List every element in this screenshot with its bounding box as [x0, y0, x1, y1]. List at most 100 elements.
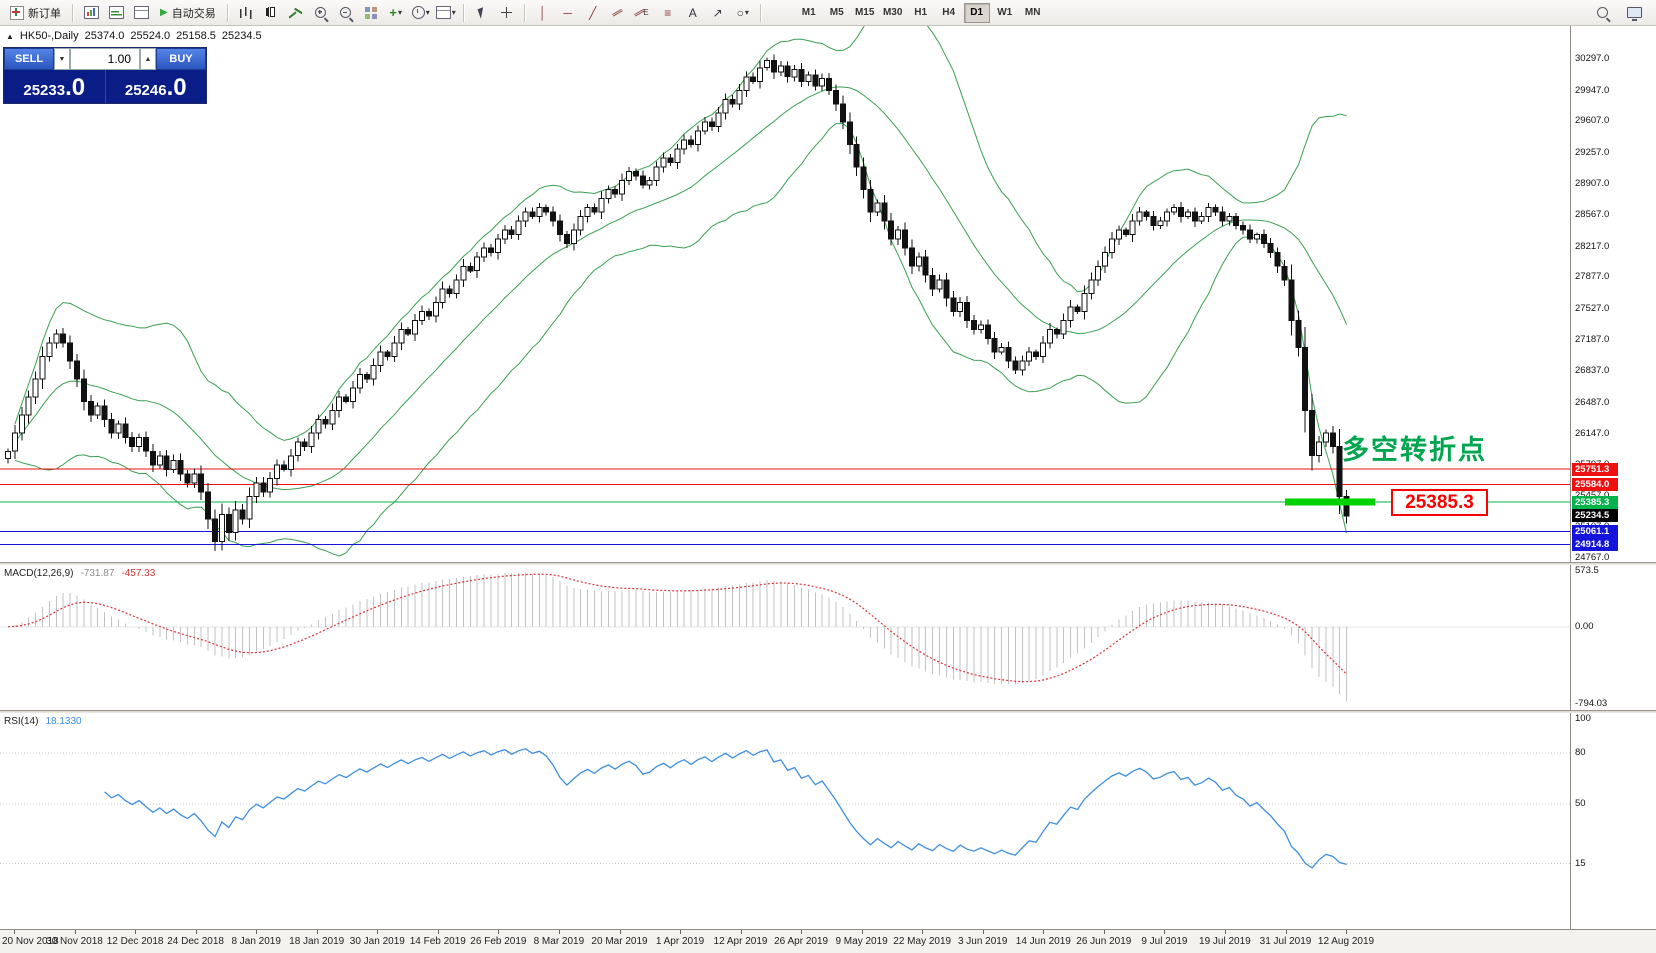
crosshair-button[interactable] — [495, 2, 519, 24]
autotrading-label: 自动交易 — [171, 7, 216, 20]
search-icon — [1596, 7, 1608, 18]
level-callout-label[interactable]: 25385.3 — [1391, 489, 1488, 516]
time-axis-tick — [1043, 930, 1045, 934]
time-axis-label: 26 Feb 2019 — [470, 936, 527, 947]
rsi-axis-label: 15 — [1575, 857, 1586, 869]
cursor-icon — [477, 6, 487, 19]
line-chart-button[interactable] — [284, 2, 308, 24]
tile-windows-button[interactable] — [359, 2, 383, 24]
rsi-canvas[interactable] — [0, 713, 1570, 929]
autotrading-button[interactable]: ▶ 自动交易 — [154, 2, 222, 24]
time-axis-label: 3 Jun 2019 — [957, 936, 1008, 947]
time-axis-label: 31 Jul 2019 — [1259, 936, 1312, 947]
toolbar-separator — [462, 3, 465, 22]
crosshair-icon — [501, 7, 513, 18]
volume-input[interactable]: 1.00 — [70, 48, 140, 70]
timeframe-button-M15[interactable]: M15 — [854, 7, 875, 18]
time-axis-tick — [558, 930, 560, 934]
timeframe-button-M5[interactable]: M5 — [829, 7, 844, 18]
time-axis-tick — [316, 930, 318, 934]
sell-price[interactable]: 25233 .0 — [4, 70, 105, 103]
line-chart-icon — [289, 6, 302, 19]
time-axis-tick — [801, 930, 803, 934]
price-chart-canvas[interactable] — [0, 26, 1570, 562]
quote-high: 25524.0 — [130, 30, 171, 42]
buy-price-frac: .0 — [166, 74, 187, 101]
sell-price-main: 25233 — [23, 82, 66, 99]
time-axis[interactable]: 20 Nov 2018 30 Nov 2018 12 Dec 2018 24 Dec … — [0, 929, 1656, 953]
timeframe-button-M1[interactable]: M1 — [801, 7, 816, 18]
channel-icon: ∥ — [610, 7, 624, 19]
shapes-tool-button[interactable]: ○ ▾ — [731, 2, 755, 24]
sell-price-frac: .0 — [65, 74, 86, 101]
macd-axis[interactable]: 573.5 0.00 -794.03 — [1570, 565, 1656, 710]
chevron-down-icon: ▾ — [397, 8, 402, 17]
time-axis-tick — [14, 930, 15, 934]
new-order-button[interactable]: 新订单 — [4, 2, 67, 24]
time-axis-label: 19 Jul 2019 — [1199, 936, 1251, 947]
price-axis[interactable]: 30297.0 29947.0 29607.0 29257.0 28907.0 28567… — [1570, 26, 1656, 563]
price-axis-label: 27527.0 — [1575, 303, 1610, 314]
chart-window-button[interactable] — [79, 2, 103, 24]
turning-point-annotation[interactable]: 多空转折点 — [1342, 435, 1487, 465]
template-dropdown-button[interactable]: ▾ — [434, 2, 458, 24]
cursor-button[interactable] — [470, 2, 494, 24]
time-axis-label: 22 May 2019 — [893, 936, 952, 947]
add-indicator-button[interactable]: + ▾ — [384, 2, 408, 24]
zoom-out-button[interactable] — [334, 2, 358, 24]
candlestick-button[interactable] — [259, 2, 283, 24]
horizontal-line-button[interactable]: ─ — [556, 2, 580, 24]
tile-windows-icon — [364, 6, 377, 19]
trendline-icon: ╱ — [589, 5, 597, 20]
macd-canvas[interactable] — [0, 565, 1570, 710]
time-axis-label: 12 Apr 2019 — [713, 936, 768, 947]
timeframe-button-M30[interactable]: M30 — [882, 7, 903, 18]
time-axis-tick — [195, 930, 197, 934]
time-axis-tick — [377, 930, 379, 934]
price-tag: 25385.3 — [1572, 495, 1618, 509]
toolbar-right-group — [1590, 2, 1652, 24]
panel-splitter[interactable] — [0, 710, 1656, 713]
price-tag: 25234.5 — [1572, 509, 1618, 523]
toolbar-separator — [759, 3, 762, 22]
price-tag: 24914.8 — [1572, 538, 1618, 552]
timeframe-button-MN[interactable]: MN — [1024, 7, 1041, 18]
sell-button[interactable]: SELL — [4, 48, 54, 70]
timeframe-button-H1[interactable]: H1 — [914, 7, 928, 18]
channel-button[interactable]: ∥ — [606, 2, 630, 24]
macd-name: MACD(12,26,9) — [4, 568, 74, 579]
timeframe-button-H4[interactable]: H4 — [942, 7, 956, 18]
timeframe-button-W1[interactable]: W1 — [997, 7, 1013, 18]
bar-chart-button[interactable] — [234, 2, 258, 24]
support-highlight-segment — [1285, 498, 1375, 506]
data-window-button[interactable] — [129, 2, 153, 24]
price-axis-label: 25457.0 — [1575, 490, 1609, 501]
buy-price[interactable]: 25246 .0 — [104, 70, 207, 103]
arrows-tool-button[interactable]: ↗ — [706, 2, 730, 24]
quote-open: 25374.0 — [84, 30, 125, 42]
macd-axis-label: 573.5 — [1575, 565, 1599, 576]
fullscreen-button[interactable] — [1622, 2, 1646, 24]
volume-increase-button[interactable]: ▲ — [140, 48, 156, 70]
zoom-in-button[interactable] — [309, 2, 333, 24]
timeframe-button-D1[interactable]: D1 — [963, 2, 990, 23]
volume-decrease-button[interactable]: ▼ — [54, 48, 70, 70]
vertical-line-button[interactable]: │ — [531, 2, 555, 24]
market-watch-icon — [108, 6, 124, 19]
rsi-axis[interactable]: 100 80 50 15 — [1570, 713, 1656, 929]
buy-button[interactable]: BUY — [156, 48, 206, 70]
equidistant-channel-button[interactable]: ∥ E — [631, 2, 655, 24]
fibonacci-button[interactable]: ≡ — [656, 2, 680, 24]
macd-label-row: MACD(12,26,9) -731.87 -457.33 — [4, 568, 155, 579]
time-axis-tick — [74, 930, 76, 934]
panel-splitter[interactable] — [0, 562, 1656, 565]
time-axis-label: 12 Aug 2019 — [1317, 936, 1375, 947]
search-button[interactable] — [1590, 2, 1614, 24]
time-axis-tick — [740, 930, 742, 934]
rsi-axis-label: 100 — [1575, 713, 1591, 724]
trendline-button[interactable]: ╱ — [581, 2, 605, 24]
time-axis-tick — [922, 930, 924, 934]
text-tool-button[interactable]: A — [681, 2, 705, 24]
market-watch-button[interactable] — [104, 2, 128, 24]
period-dropdown-button[interactable]: ▾ — [409, 2, 433, 24]
